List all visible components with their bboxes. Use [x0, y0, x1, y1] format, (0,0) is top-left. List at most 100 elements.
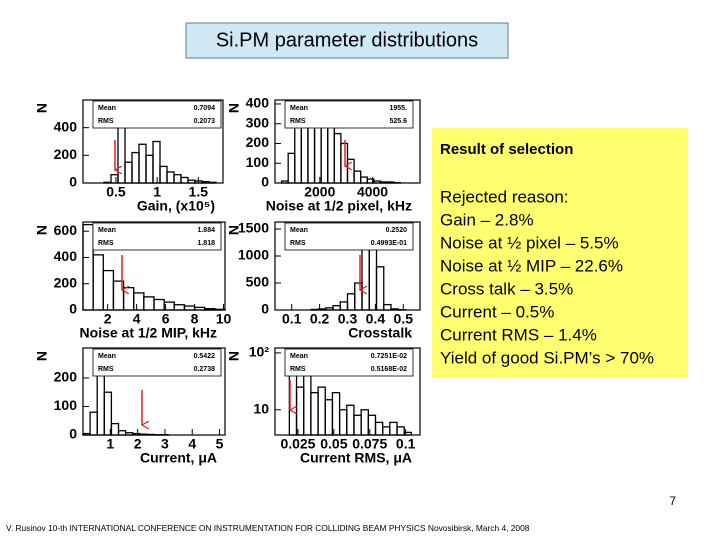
- stats-value: 525.6: [389, 118, 407, 125]
- x-tick-label: 4: [133, 311, 141, 327]
- y-tick-label: 1000: [238, 247, 269, 263]
- stats-name: Mean: [290, 227, 308, 234]
- x-axis-label: Noise at 1/2 pixel, kHz: [266, 198, 412, 214]
- stats-value: 1.884: [197, 227, 215, 234]
- x-tick-label: 4: [188, 436, 196, 452]
- result-panel: [432, 128, 688, 378]
- stats-value: 0.2520: [386, 227, 408, 234]
- histogram-bin: [396, 426, 405, 436]
- x-tick-label: 1: [153, 184, 161, 200]
- stats-name: Mean: [290, 353, 308, 360]
- stats-name: RMS: [98, 240, 114, 247]
- y-tick-label: 500: [246, 274, 270, 290]
- panel-lines: Gain – 2.8% Noise at ½ pixel – 5.5% Noise …: [440, 210, 654, 367]
- x-tick-label: 0.1: [396, 436, 416, 452]
- x-axis-label: Current RMS, μA: [300, 450, 412, 466]
- stats-box: [92, 348, 222, 377]
- panel-line: Current – 0.5%: [440, 302, 554, 321]
- x-tick-label: 0.075: [352, 436, 387, 452]
- page-number: 7: [669, 494, 676, 508]
- stats-name: Mean: [98, 227, 116, 234]
- y-tick-label: 0: [261, 301, 269, 317]
- x-tick-label: 0.05: [320, 436, 347, 452]
- stats-value: 0.4993E-01: [371, 240, 407, 247]
- panel-line: Yield of good Si.PM’s > 70%: [440, 348, 654, 367]
- stats-name: Mean: [290, 105, 308, 112]
- panel-line: Noise at ½ pixel – 5.5%: [440, 233, 619, 252]
- y-tick-label: 400: [54, 118, 78, 134]
- histogram-bin: [103, 391, 113, 436]
- stats-name: RMS: [98, 366, 114, 373]
- y-tick-label: 200: [54, 369, 78, 385]
- y-tick-label: 0: [69, 426, 77, 442]
- x-tick-label: 0.3: [338, 311, 358, 327]
- x-tick-label: 0.025: [280, 436, 315, 452]
- y-tick-label: 600: [54, 222, 78, 238]
- y-tick-label: 0: [261, 174, 269, 190]
- y-axis-label: N: [34, 225, 50, 235]
- histogram-bin: [208, 181, 217, 184]
- x-tick-label: 8: [191, 311, 199, 327]
- x-axis-label: Crosstalk: [348, 325, 412, 341]
- y-tick-label: 300: [246, 114, 270, 130]
- x-tick-label: 0.4: [366, 311, 386, 327]
- y-axis-label: N: [226, 225, 242, 235]
- stats-name: Mean: [98, 353, 116, 360]
- x-tick-label: 10: [216, 311, 232, 327]
- x-tick-label: 2: [104, 311, 112, 327]
- stats-value: 0.5422: [194, 353, 216, 360]
- stats-value: 0.2073: [194, 118, 216, 125]
- stats-name: RMS: [290, 240, 306, 247]
- y-tick-label: 0: [69, 301, 77, 317]
- x-tick-label: 1.5: [189, 184, 209, 200]
- panel-line: Current RMS – 1.4%: [440, 325, 597, 344]
- slide-title: Si.PM parameter distributions: [216, 29, 478, 51]
- y-tick-label: 100: [246, 154, 270, 170]
- stats-value: 0.2738: [194, 366, 216, 373]
- y-axis-label: N: [226, 351, 242, 361]
- y-tick-label: 1500: [238, 220, 269, 236]
- stats-box: [92, 222, 222, 251]
- histogram-bin: [383, 303, 392, 311]
- y-tick-label: 200: [54, 274, 78, 290]
- x-tick-label: 1: [106, 436, 114, 452]
- stats-value: 0.7094: [194, 105, 216, 112]
- y-tick-label: 400: [54, 248, 78, 264]
- x-tick-label: 3: [161, 436, 169, 452]
- x-tick-label: 2: [134, 436, 142, 452]
- x-tick-label: 5: [216, 436, 224, 452]
- panel-heading: Result of selection: [440, 141, 573, 158]
- stats-name: Mean: [98, 105, 116, 112]
- stats-value: 0.5168E-02: [371, 366, 407, 373]
- x-tick-label: 0.1: [282, 311, 302, 327]
- y-axis-label: N: [34, 351, 50, 361]
- y-axis-label: N: [34, 103, 50, 113]
- panel-line: Noise at ½ MIP – 22.6%: [440, 256, 623, 275]
- arrows: [115, 140, 360, 425]
- y-tick-label: 200: [54, 146, 78, 162]
- y-tick-label: 400: [246, 95, 270, 111]
- stats-value: 0.7251E-02: [371, 353, 407, 360]
- x-tick-label: 0.2: [310, 311, 330, 327]
- stats-value: 1.818: [197, 240, 215, 247]
- y-tick-label: 100: [54, 397, 78, 413]
- x-axis-label: Gain, (x10⁵): [137, 198, 215, 214]
- histogram-bin: [403, 431, 413, 436]
- footer: V. Rusinov 10-th INTERNATIONAL CONFERENC…: [6, 523, 530, 533]
- x-tick-label: 0.5: [394, 311, 414, 327]
- x-tick-label: 0.5: [106, 184, 126, 200]
- title-box: [185, 22, 509, 59]
- x-tick-label: 4000: [357, 184, 388, 200]
- y-tick-label: 10: [253, 400, 269, 416]
- histogram-bin: [375, 266, 385, 311]
- x-tick-label: 2000: [304, 184, 335, 200]
- stats-name: RMS: [290, 366, 306, 373]
- stats-name: RMS: [290, 118, 306, 125]
- stats-box: [284, 222, 414, 251]
- histogram-bin: [146, 433, 155, 436]
- stats-value: 1955.: [389, 105, 407, 112]
- x-axis-label: Current, μA: [140, 450, 217, 466]
- stats-name: RMS: [98, 118, 114, 125]
- panel-line: Gain – 2.8%: [440, 210, 534, 229]
